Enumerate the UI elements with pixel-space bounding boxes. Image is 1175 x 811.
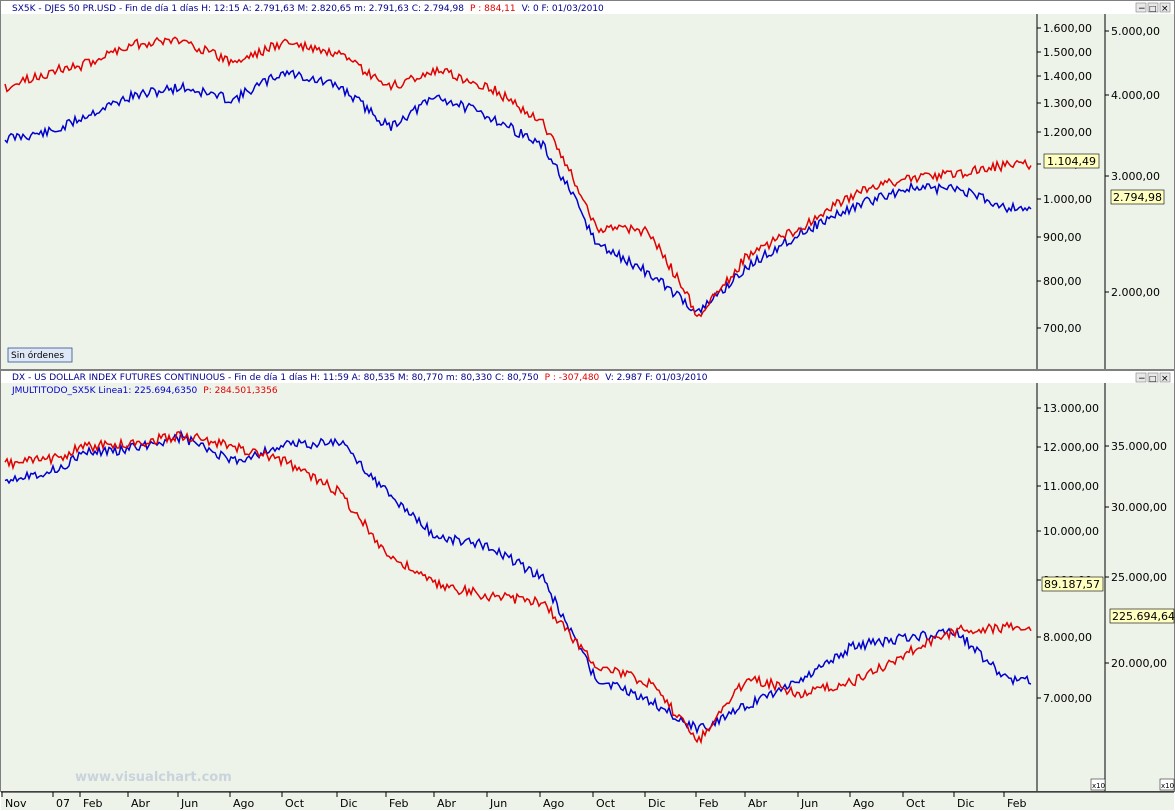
svg-text:89.187,57: 89.187,57	[1044, 578, 1100, 591]
top-axis-ticks-outer: 5.000,00 4.000,00 3.000,00 2.000,00	[1105, 25, 1160, 299]
y-tick-label: 3.000,00	[1111, 170, 1160, 183]
bottom-header-text: DX - US DOLLAR INDEX FUTURES CONTINUOUS …	[12, 373, 708, 383]
x-tick-label: Abr	[748, 797, 768, 810]
bottom-header-bar	[1, 371, 1174, 383]
x-tick-label: Feb	[1007, 797, 1026, 810]
bottom-series-red	[4, 430, 1032, 745]
x-tick-label: Oct	[906, 797, 926, 810]
y-tick-label: 800,00	[1043, 275, 1082, 288]
x-tick-label: Dic	[648, 797, 666, 810]
top-series-red	[4, 36, 1032, 318]
svg-text:□: □	[1149, 374, 1157, 383]
svg-text:x10: x10	[1092, 782, 1105, 790]
y-tick-label: 30.000,00	[1111, 501, 1167, 514]
x-tick-label: Nov	[5, 797, 27, 810]
bottom-plot-area	[1, 383, 1036, 791]
y-tick-label: 1.600,00	[1043, 22, 1092, 35]
svg-text:225.694,64: 225.694,64	[1112, 610, 1175, 623]
bottom-indicator-text: JMULTITODO_SX5K Linea1: 225.694,6350 P: 2…	[11, 386, 278, 396]
x-tick-label: Ago	[853, 797, 875, 810]
top-outer-value-tag: 2.794,98	[1110, 189, 1165, 205]
y-tick-label: 10.000,00	[1043, 525, 1099, 538]
top-maximize-button[interactable]: □	[1147, 2, 1159, 13]
x-tick-label: Abr	[131, 797, 151, 810]
svg-text:−: −	[1138, 374, 1146, 384]
x-tick-label: Jun	[800, 797, 818, 810]
y-tick-label: 2.000,00	[1111, 286, 1160, 299]
x-tick-label: Feb	[699, 797, 718, 810]
svg-text:−: −	[1138, 4, 1146, 14]
x10-marker-outer: x10	[1159, 778, 1175, 791]
top-header-bar	[1, 1, 1174, 14]
svg-text:×: ×	[1161, 374, 1169, 384]
y-tick-label: 900,00	[1043, 231, 1082, 244]
bottom-close-button[interactable]: ×	[1159, 372, 1171, 384]
bottom-inner-value-tag: 89.187,57	[1041, 576, 1104, 592]
svg-text:2.794,98: 2.794,98	[1113, 191, 1162, 204]
top-plot-area	[1, 14, 1036, 369]
y-tick-label: 12.000,00	[1043, 441, 1099, 454]
svg-text:×: ×	[1161, 4, 1169, 14]
x-tick-label: Dic	[957, 797, 975, 810]
bottom-maximize-button[interactable]: □	[1147, 372, 1159, 383]
top-series-blue	[4, 69, 1032, 315]
y-tick-label: 1.000,00	[1043, 193, 1092, 206]
y-tick-label: 1.500,00	[1043, 46, 1092, 59]
sin-ordenes-button[interactable]: Sin órdenes	[7, 347, 73, 363]
x-tick-label: 07	[56, 797, 70, 810]
x-axis-bar	[1, 792, 1174, 810]
svg-text:x10: x10	[1161, 782, 1174, 790]
y-tick-label: 11.000,00	[1043, 480, 1099, 493]
watermark: www.visualchart.com	[75, 770, 232, 785]
y-tick-label: 13.000,00	[1043, 402, 1099, 415]
x-tick-label: Jun	[489, 797, 507, 810]
svg-text:□: □	[1149, 4, 1157, 13]
x-tick-label: Abr	[437, 797, 457, 810]
top-header-text: SX5K - DJES 50 PR.USD - Fin de día 1 día…	[12, 4, 604, 14]
svg-text:Sin órdenes: Sin órdenes	[11, 350, 64, 361]
x-tick-label: Ago	[543, 797, 565, 810]
y-tick-label: 4.000,00	[1111, 89, 1160, 102]
y-tick-label: 1.400,00	[1043, 70, 1092, 83]
x-tick-label: Ago	[233, 797, 255, 810]
bottom-minimize-button[interactable]: −	[1135, 372, 1147, 384]
x-tick-label: Feb	[83, 797, 102, 810]
x10-marker-inner: x10	[1090, 778, 1106, 791]
y-tick-label: 5.000,00	[1111, 25, 1160, 38]
x-tick-label: Oct	[285, 797, 305, 810]
y-tick-label: 8.000,00	[1043, 631, 1092, 644]
x-tick-label: Jun	[180, 797, 198, 810]
y-tick-label: 25.000,00	[1111, 571, 1167, 584]
x-tick-label: Dic	[340, 797, 358, 810]
y-tick-label: 1.200,00	[1043, 126, 1092, 139]
top-minimize-button[interactable]: −	[1135, 2, 1147, 14]
x-tick-label: Feb	[389, 797, 408, 810]
top-close-button[interactable]: ×	[1159, 2, 1171, 14]
svg-text:1.104,49: 1.104,49	[1047, 155, 1096, 168]
bottom-axis-ticks-outer: 35.000,00 30.000,00 25.000,00 20.000,00	[1105, 440, 1167, 670]
bottom-outer-value-tag: 225.694,64	[1109, 608, 1175, 624]
top-inner-value-tag: 1.104,49	[1043, 153, 1100, 169]
y-tick-label: 1.300,00	[1043, 97, 1092, 110]
x-tick-label: Oct	[596, 797, 616, 810]
x-axis-ticks: Nov 07 Feb Abr Jun Ago Oct Dic Feb Abr Jun Ago Oct Di…	[1, 792, 1026, 810]
y-tick-label: 20.000,00	[1111, 657, 1167, 670]
y-tick-label: 700,00	[1043, 322, 1082, 335]
y-tick-label: 35.000,00	[1111, 440, 1167, 453]
y-tick-label: 7.000,00	[1043, 692, 1092, 705]
